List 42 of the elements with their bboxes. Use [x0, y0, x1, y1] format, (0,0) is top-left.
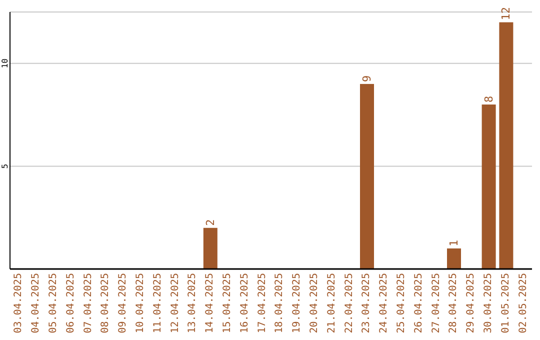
x-tick-label: 30.04.2025 [483, 273, 494, 334]
data-label: 12 [500, 7, 513, 20]
x-tick-label: 18.04.2025 [274, 273, 286, 334]
x-tick-label: 10.04.2025 [135, 273, 146, 334]
x-tick-label: 28.04.2025 [448, 273, 460, 334]
x-tick-label: 26.04.2025 [413, 273, 424, 334]
data-label: 8 [482, 96, 496, 103]
bar [482, 104, 496, 269]
x-tick-label: 16.04.2025 [239, 273, 250, 334]
x-tick-label: 05.04.2025 [48, 273, 59, 334]
x-tick-label: 25.04.2025 [396, 273, 407, 334]
x-tick-label: 14.04.2025 [204, 273, 216, 334]
y-tick-label: 10 [0, 58, 10, 68]
x-tick-label: 17.04.2025 [256, 273, 268, 334]
x-tick-label: 21.04.2025 [326, 273, 338, 334]
x-tick-label: 29.04.2025 [466, 273, 477, 334]
y-tick-label: 5 [0, 164, 10, 169]
x-tick-label: 13.04.2025 [187, 273, 198, 334]
bar [360, 84, 374, 269]
bar [499, 22, 514, 269]
x-tick-label: 02.05.2025 [518, 273, 529, 334]
x-tick-label: 11.04.2025 [152, 273, 164, 334]
bar [447, 248, 461, 269]
x-tick-label: 07.04.2025 [82, 273, 94, 334]
x-tick-label: 03.04.2025 [13, 273, 24, 334]
x-tick-label: 15.04.2025 [222, 273, 233, 334]
x-tick-label: 23.04.2025 [361, 273, 372, 334]
x-tick-label: 19.04.2025 [292, 273, 303, 334]
data-label: 9 [360, 75, 374, 82]
x-tick-label: 06.04.2025 [65, 273, 76, 334]
x-tick-label: 20.04.2025 [309, 273, 320, 334]
x-tick-label: 22.04.2025 [344, 273, 355, 334]
x-tick-label: 08.04.2025 [100, 273, 112, 334]
bar [203, 228, 218, 269]
x-tick-label: 27.04.2025 [430, 273, 442, 334]
data-label: 1 [448, 240, 460, 246]
x-tick-label: 24.04.2025 [378, 273, 390, 334]
x-tick-label: 01.05.2025 [500, 273, 512, 334]
x-tick-label: 04.04.2025 [30, 273, 42, 334]
data-label: 2 [204, 219, 217, 226]
x-tick-label: 12.04.2025 [170, 273, 181, 334]
x-tick-label: 09.04.2025 [118, 273, 129, 334]
